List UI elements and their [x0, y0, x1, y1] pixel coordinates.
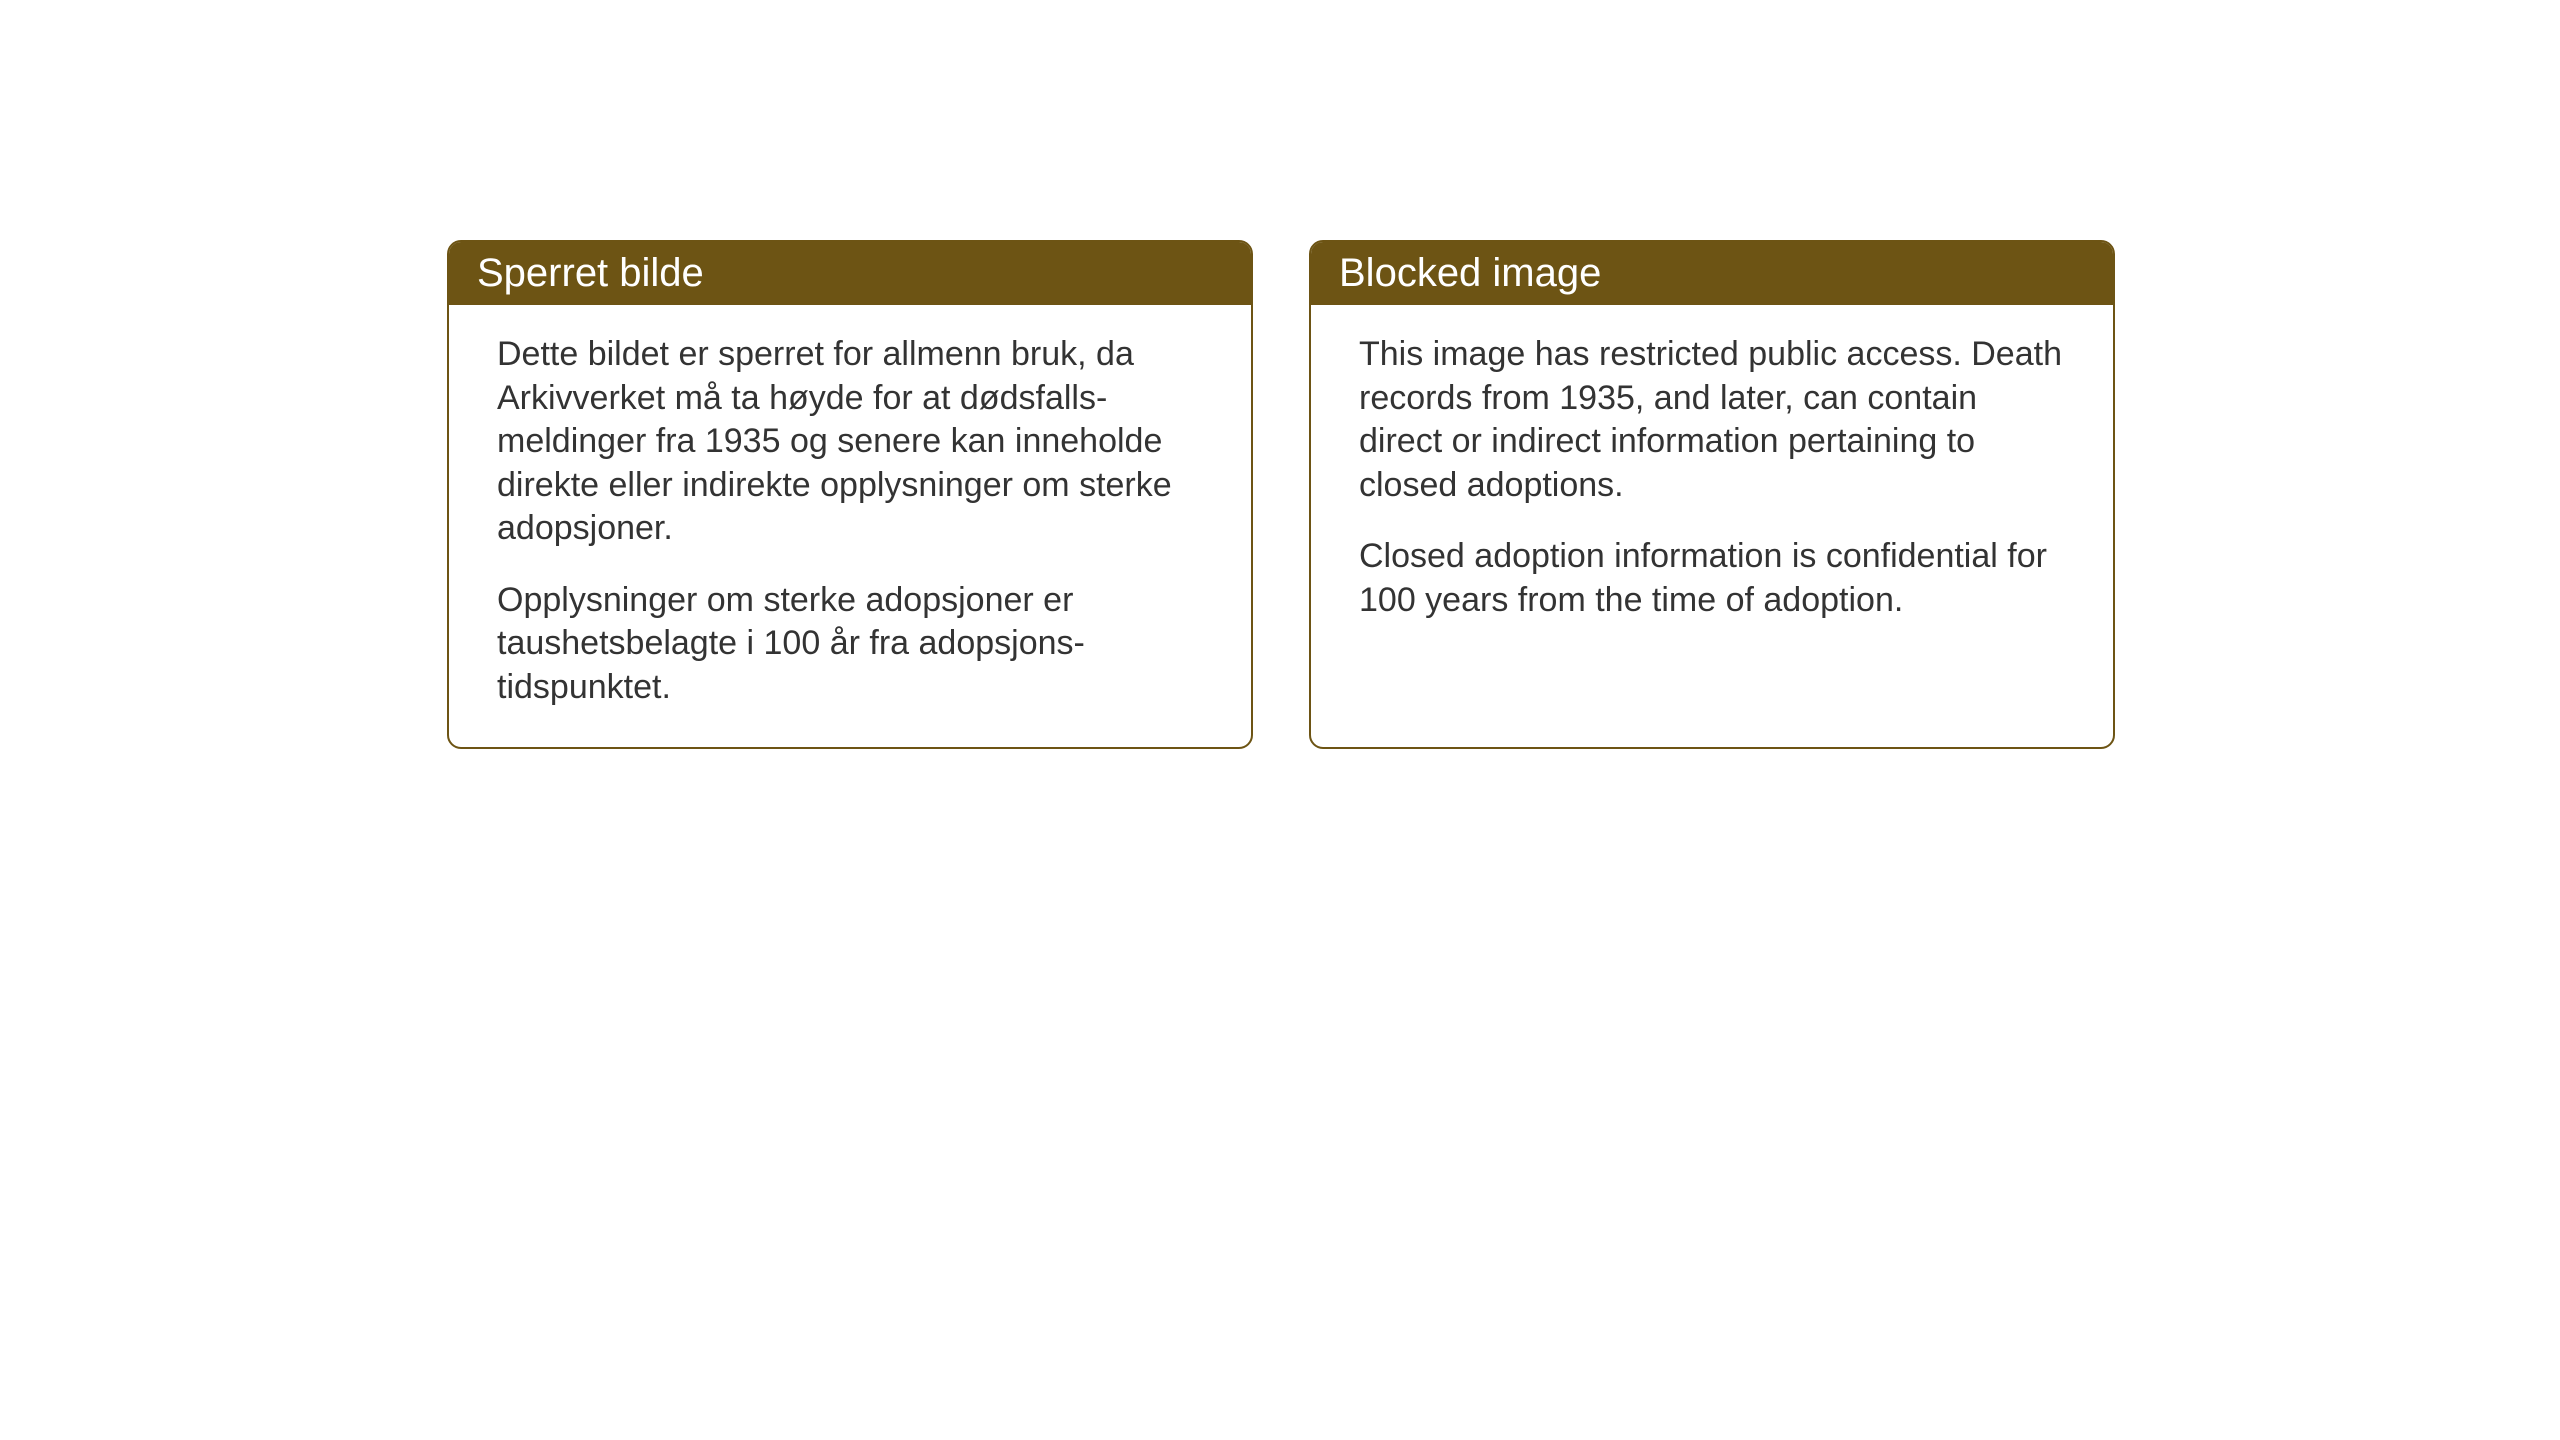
card-body-english: This image has restricted public access.…: [1311, 305, 2113, 660]
card-paragraph: Dette bildet er sperret for allmenn bruk…: [497, 333, 1203, 551]
card-norwegian: Sperret bilde Dette bildet er sperret fo…: [447, 240, 1253, 749]
card-header-norwegian: Sperret bilde: [449, 242, 1251, 305]
cards-container: Sperret bilde Dette bildet er sperret fo…: [447, 240, 2115, 749]
card-title: Blocked image: [1339, 251, 1601, 295]
card-header-english: Blocked image: [1311, 242, 2113, 305]
card-paragraph: Opplysninger om sterke adopsjoner er tau…: [497, 579, 1203, 710]
card-paragraph: Closed adoption information is confident…: [1359, 535, 2065, 622]
card-english: Blocked image This image has restricted …: [1309, 240, 2115, 749]
card-title: Sperret bilde: [477, 251, 704, 295]
card-paragraph: This image has restricted public access.…: [1359, 333, 2065, 507]
card-body-norwegian: Dette bildet er sperret for allmenn bruk…: [449, 305, 1251, 747]
